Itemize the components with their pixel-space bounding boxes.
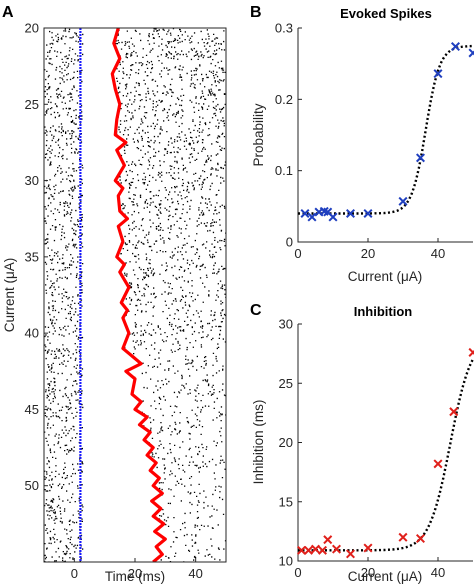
panel-c-axes bbox=[297, 324, 473, 562]
panel-a-x-tick-label: 20 bbox=[128, 566, 142, 581]
panel-letter-b: B bbox=[250, 4, 262, 21]
panel-a-y-tick-label: 30 bbox=[25, 173, 39, 188]
panel-c-data-point bbox=[303, 545, 314, 555]
panel-b-data-point bbox=[300, 208, 310, 218]
panel-b-title: Evoked Spikes bbox=[340, 6, 432, 21]
panel-b-data-point bbox=[398, 196, 408, 206]
panel-c-data-point bbox=[296, 545, 307, 555]
panel-c-y-label: Inhibition (ms) bbox=[251, 400, 266, 485]
panel-a-x-tick-label: 40 bbox=[188, 566, 202, 581]
panel-a-y-tick-label: 35 bbox=[25, 249, 39, 264]
panel-b: B Evoked Spikes 0 20 40 0 0.1 0.2 0.3 Current… bbox=[250, 4, 474, 284]
panel-a: A 0 20 40 20 25 30 35 40 45 50 Time (ms) Current… bbox=[2, 4, 227, 584]
panel-b-sigmoid-fit bbox=[298, 44, 474, 215]
panel-c-data-point bbox=[345, 549, 356, 559]
panel-c-data-point bbox=[415, 533, 426, 543]
panel-c-data-point bbox=[323, 535, 333, 545]
panel-c-data-point bbox=[468, 347, 474, 357]
panel-b-y-tick-label: 0.3 bbox=[275, 21, 293, 36]
panel-c-x-ticks: 0 20 40 bbox=[294, 557, 445, 580]
panel-c-y-tick-label: 30 bbox=[279, 317, 293, 332]
panel-c-y-tick-label: 25 bbox=[279, 376, 293, 391]
panel-b-y-ticks: 0 0.1 0.2 0.3 bbox=[275, 21, 302, 250]
panel-letter-c: C bbox=[250, 302, 262, 319]
panel-c-y-tick-label: 20 bbox=[279, 435, 293, 450]
inhibition-end-trace bbox=[110, 28, 167, 562]
panel-c-y-tick-label: 15 bbox=[279, 494, 293, 509]
panel-c-data-point bbox=[363, 543, 373, 553]
panel-b-data-point bbox=[468, 48, 474, 58]
panel-a-y-label: Current (μA) bbox=[2, 258, 17, 333]
panel-c-title: Inhibition bbox=[354, 304, 413, 319]
panel-a-axes-box bbox=[43, 27, 227, 563]
panel-b-y-tick-label: 0.2 bbox=[275, 92, 293, 107]
panel-b-x-tick-label: 40 bbox=[431, 246, 445, 261]
panel-b-x-label: Current (μA) bbox=[348, 269, 423, 284]
panel-b-data-point bbox=[433, 69, 443, 79]
panel-b-data-point bbox=[328, 212, 338, 222]
panel-c-data-point bbox=[433, 459, 443, 469]
panel-a-y-tick-label: 25 bbox=[25, 97, 39, 112]
panel-b-data-point bbox=[450, 42, 461, 52]
panel-c: C Inhibition 0 20 40 10 15 20 25 30 Current (μ… bbox=[250, 302, 474, 584]
panel-b-data-point bbox=[307, 212, 317, 222]
panel-c-x-label: Current (μA) bbox=[348, 569, 423, 584]
panel-b-x-tick-label: 0 bbox=[294, 246, 301, 261]
panel-b-markers bbox=[300, 42, 474, 222]
panel-c-x-tick-label: 20 bbox=[361, 565, 375, 580]
panel-b-data-point bbox=[363, 208, 373, 218]
panel-c-y-tick-label: 10 bbox=[279, 554, 293, 569]
panel-b-x-ticks: 0 20 40 bbox=[294, 238, 445, 261]
panel-a-x-label: Time (ms) bbox=[105, 569, 165, 584]
panel-letter-a: A bbox=[2, 4, 14, 21]
panel-c-sigmoid-fit bbox=[298, 358, 474, 552]
raster-spikes bbox=[44, 28, 226, 562]
panel-a-x-tick-label: 0 bbox=[71, 566, 78, 581]
panel-b-y-tick-label: 0 bbox=[286, 235, 293, 250]
panel-a-y-ticks: 20 25 30 35 40 45 50 bbox=[25, 21, 48, 493]
panel-b-y-tick-label: 0.1 bbox=[275, 163, 293, 178]
panel-a-y-tick-label: 50 bbox=[25, 478, 39, 493]
panel-c-data-point bbox=[398, 532, 408, 542]
panel-c-x-tick-label: 40 bbox=[431, 565, 445, 580]
panel-b-y-label: Probability bbox=[251, 103, 266, 166]
panel-a-y-tick-label: 45 bbox=[25, 402, 39, 417]
panel-b-data-point bbox=[415, 153, 426, 163]
panel-b-data-point bbox=[345, 208, 356, 218]
panel-b-x-tick-label: 20 bbox=[361, 246, 375, 261]
panel-a-x-ticks: 0 20 40 bbox=[71, 558, 203, 581]
panel-c-data-point bbox=[310, 544, 321, 554]
panel-a-y-tick-label: 20 bbox=[25, 21, 39, 36]
panel-a-plot-area bbox=[44, 28, 226, 562]
panel-c-data-point bbox=[331, 544, 342, 554]
panel-c-x-tick-label: 0 bbox=[294, 565, 301, 580]
panel-a-y-tick-label: 40 bbox=[25, 326, 39, 341]
panel-c-y-ticks: 10 15 20 25 30 bbox=[279, 317, 302, 569]
raster-spike-dots bbox=[44, 28, 226, 562]
panel-c-markers bbox=[296, 347, 474, 559]
panel-c-data-point bbox=[449, 407, 459, 417]
panel-c-data-point bbox=[317, 545, 328, 555]
